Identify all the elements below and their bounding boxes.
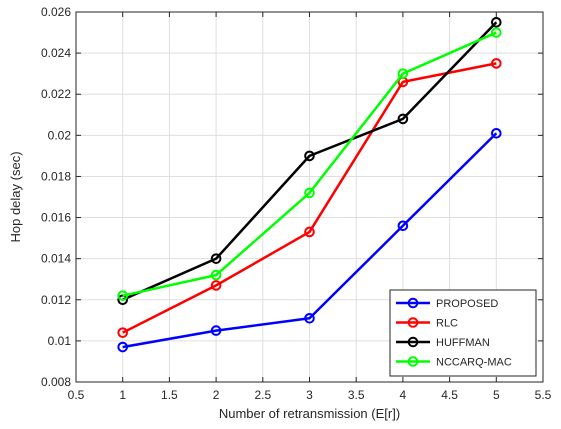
series-line-proposed (122, 132, 498, 349)
x-tick-label: 0.5 (68, 388, 85, 402)
y-tick-label: 0.008 (41, 375, 71, 389)
data-point-rlc (304, 226, 315, 238)
x-tick-label: 4.5 (441, 388, 458, 402)
data-point-nccarq-mac (491, 27, 502, 38)
series-line-nccarq-mac (122, 31, 497, 297)
y-tick-label: 0.01 (48, 334, 72, 348)
data-point-proposed (397, 220, 409, 232)
x-axis-label: Number of retransmission (E[r]) (219, 406, 400, 421)
data-point-huffman (210, 253, 222, 264)
legend-marker-nccarq-mac (407, 356, 419, 367)
data-point-huffman (397, 113, 409, 125)
data-point-proposed (210, 325, 222, 336)
series-layer (117, 16, 502, 353)
legend-label-rlc: RLC (436, 318, 458, 330)
data-point-nccarq-mac (397, 68, 409, 79)
x-tick-label: 3.5 (348, 388, 365, 402)
data-point-nccarq-mac (117, 290, 128, 301)
data-point-proposed (117, 341, 128, 353)
y-tick-label: 0.016 (41, 211, 71, 225)
legend-label-huffman: HUFFMAN (436, 337, 490, 349)
data-point-nccarq-mac (210, 269, 222, 281)
axis-ticks: 0.5 1 1.5 2 2.5 3 3.5 4 4.5 5 5.5 0.008 0.01 0.012 0.0… (41, 5, 552, 402)
data-point-rlc (117, 327, 128, 338)
y-tick-label: 0.018 (41, 169, 71, 183)
x-tick-label: 2 (213, 388, 220, 402)
legend-label-nccarq-mac: NCCARQ-MAC (436, 357, 512, 369)
data-point-proposed (491, 127, 502, 139)
data-point-proposed (304, 312, 315, 324)
data-point-huffman (491, 16, 502, 28)
series-line-rlc (122, 62, 497, 334)
legend: PROPOSED RLC HUFFMAN NCCARQ-MAC (389, 289, 537, 377)
data-point-huffman (304, 150, 315, 162)
y-tick-label: 0.026 (41, 5, 71, 19)
data-point-rlc (491, 58, 502, 69)
y-tick-label: 0.02 (48, 128, 72, 142)
y-axis-label: Hop delay (sec) (8, 151, 23, 242)
x-tick-label: 1.5 (161, 388, 178, 402)
legend-label-proposed: PROPOSED (436, 298, 498, 310)
y-tick-label: 0.014 (41, 252, 71, 266)
data-point-rlc (210, 280, 222, 291)
x-tick-label: 1 (119, 388, 126, 402)
legend-marker-proposed (407, 297, 419, 309)
y-tick-label: 0.024 (41, 46, 71, 60)
data-point-nccarq-mac (304, 187, 315, 199)
legend-marker-huffman (407, 336, 419, 348)
x-tick-label: 2.5 (254, 388, 271, 402)
x-tick-label: 4 (400, 388, 407, 402)
y-tick-label: 0.022 (41, 87, 71, 101)
y-tick-label: 0.012 (41, 293, 71, 307)
legend-marker-rlc (407, 317, 419, 328)
x-tick-label: 5.5 (535, 388, 552, 402)
x-tick-label: 5 (493, 388, 500, 402)
x-tick-label: 3 (306, 388, 313, 402)
series-line-huffman (122, 21, 498, 301)
